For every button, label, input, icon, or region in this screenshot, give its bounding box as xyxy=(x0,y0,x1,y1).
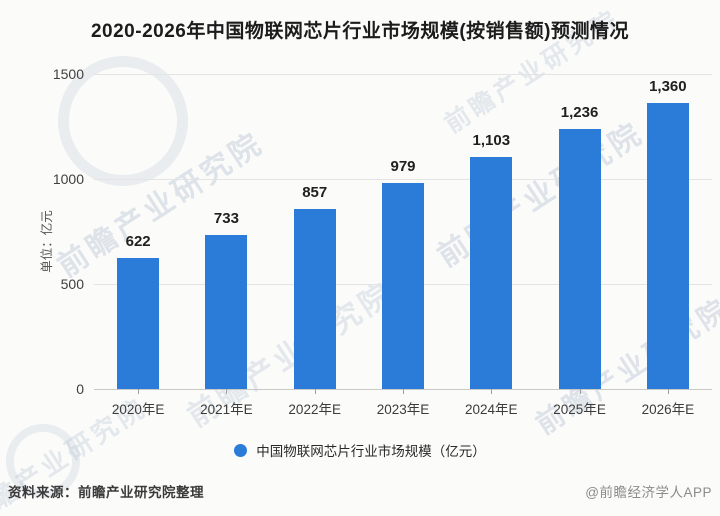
x-axis-label: 2021年E xyxy=(200,402,253,417)
x-axis-tick xyxy=(667,389,669,394)
bar-value-label: 622 xyxy=(125,233,151,251)
legend-series-label: 中国物联网芯片行业市场规模（亿元） xyxy=(256,444,486,459)
bar-value-label: 1,103 xyxy=(472,132,511,150)
x-axis-tick xyxy=(579,389,581,394)
y-tick-label: 500 xyxy=(60,276,84,292)
bar xyxy=(382,183,424,389)
x-axis-label: 2026年E xyxy=(641,402,695,417)
legend-marker-icon xyxy=(234,443,248,457)
x-axis-tick xyxy=(138,389,140,394)
bar-value-label: 1,236 xyxy=(560,104,599,122)
bar-value-label: 857 xyxy=(302,184,328,202)
x-axis-tick xyxy=(403,389,404,394)
bar xyxy=(646,103,689,389)
y-tick-label: 1000 xyxy=(52,171,84,187)
x-axis-tick xyxy=(314,389,316,394)
gridline xyxy=(94,74,712,75)
bar xyxy=(117,258,160,389)
y-tick-label: 0 xyxy=(76,381,84,397)
bar-value-label: 979 xyxy=(390,158,416,176)
gridline xyxy=(94,179,712,180)
bar xyxy=(558,129,601,389)
credit-text: @前瞻经济学人APP xyxy=(585,485,712,500)
x-axis-label: 2022年E xyxy=(288,402,341,417)
bar xyxy=(470,157,513,389)
bar-value-label: 1,360 xyxy=(649,78,687,96)
data-source-text: 资料来源：前瞻产业研究院整理 xyxy=(8,485,204,500)
y-tick-label: 1500 xyxy=(52,66,84,82)
chart-title: 2020-2026年中国物联网芯片行业市场规模(按销售额)预测情况 xyxy=(90,21,630,42)
bar-value-label: 733 xyxy=(213,210,239,228)
y-axis-unit-label: 单位：亿元 xyxy=(39,210,54,273)
bar xyxy=(293,209,336,389)
footer: 资料来源：前瞻产业研究院整理 @前瞻经济学人APP xyxy=(8,481,712,501)
x-axis-label: 2024年E xyxy=(465,402,518,417)
x-axis-label: 2020年E xyxy=(111,402,165,417)
chart-legend: 中国物联网芯片行业市场规模（亿元） xyxy=(0,440,720,460)
x-axis-tick xyxy=(226,389,228,394)
x-axis-label: 2023年E xyxy=(376,402,430,417)
x-axis-label: 2025年E xyxy=(553,402,606,417)
bar xyxy=(205,235,248,389)
x-axis-tick xyxy=(491,389,493,394)
